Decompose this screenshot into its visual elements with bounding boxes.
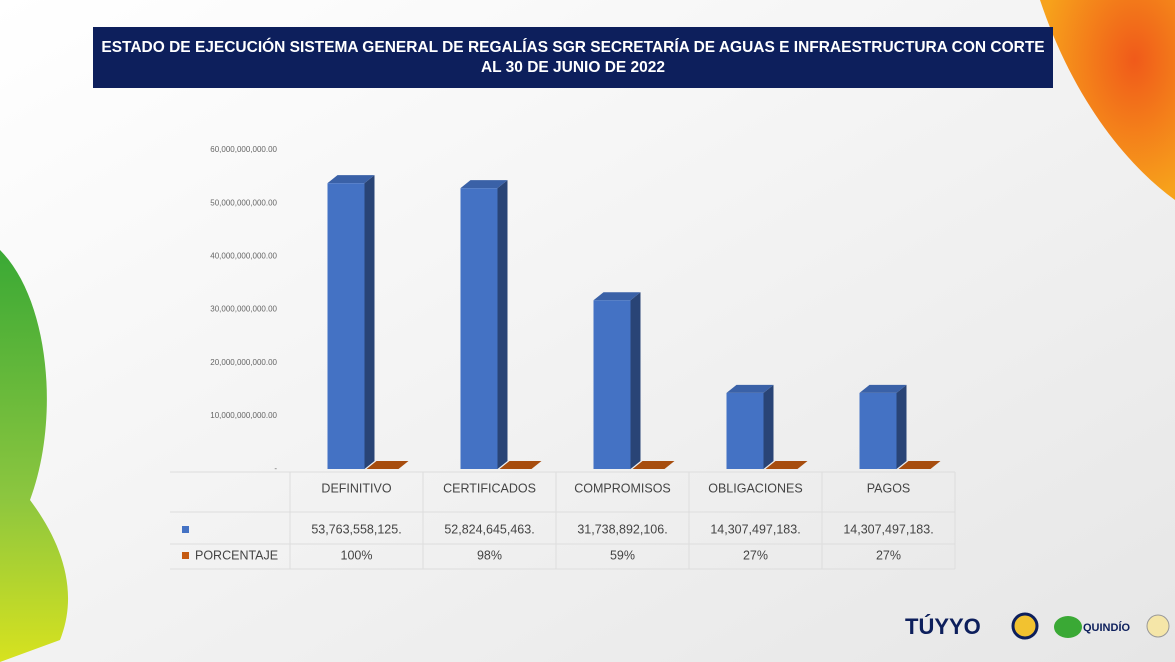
bar-side bbox=[497, 180, 508, 469]
bar-top bbox=[593, 292, 641, 301]
legend-swatch bbox=[182, 526, 189, 533]
bar bbox=[593, 300, 631, 469]
bar-side bbox=[896, 384, 907, 469]
bar-top bbox=[765, 461, 808, 469]
y-tick-label: 50,000,000,000.00 bbox=[210, 198, 277, 207]
logo-seal bbox=[1146, 614, 1170, 638]
data-label: 14,307,497,183. bbox=[710, 522, 800, 536]
bar bbox=[726, 392, 764, 469]
y-tick-label: 30,000,000,000.00 bbox=[210, 305, 277, 314]
data-label: 31,738,892,106. bbox=[577, 522, 667, 536]
y-tick-label: 10,000,000,000.00 bbox=[210, 411, 277, 420]
bar bbox=[460, 188, 498, 469]
bar-top bbox=[366, 461, 409, 469]
bar-top bbox=[726, 384, 774, 393]
y-tick-label: 40,000,000,000.00 bbox=[210, 251, 277, 260]
data-label: 100% bbox=[341, 548, 373, 562]
y-tick-label: - bbox=[274, 464, 277, 473]
x-tick-label: PAGOS bbox=[867, 481, 911, 495]
data-label: 14,307,497,183. bbox=[843, 522, 933, 536]
bar bbox=[859, 392, 897, 469]
legend-swatch bbox=[182, 552, 189, 559]
title-wrap: ESTADO DE EJECUCIÓN SISTEMA GENERAL DE R… bbox=[101, 39, 1045, 76]
bar bbox=[327, 183, 365, 469]
logos: TÚYYO QUINDÍO bbox=[905, 612, 1170, 640]
data-label: 53,763,558,125. bbox=[311, 522, 401, 536]
chart: - 10,000,000,000.00 20,000,000,000.00 30,00… bbox=[170, 145, 956, 570]
logo-text: TÚYYO bbox=[905, 614, 981, 639]
x-tick-label: COMPROMISOS bbox=[574, 481, 671, 495]
bar-side bbox=[763, 384, 774, 469]
bar-side bbox=[364, 175, 375, 469]
bar-top bbox=[898, 461, 941, 469]
x-tick-label: OBLIGACIONES bbox=[708, 481, 802, 495]
y-tick-label: 20,000,000,000.00 bbox=[210, 358, 277, 367]
x-tick-label: DEFINITIVO bbox=[321, 481, 391, 495]
bar-top bbox=[632, 461, 675, 469]
decor-green bbox=[0, 250, 69, 662]
data-label: 52,824,645,463. bbox=[444, 522, 534, 536]
logo-leaf bbox=[1054, 616, 1082, 638]
data-label: 59% bbox=[610, 548, 635, 562]
bar-top bbox=[859, 384, 907, 393]
data-label: 27% bbox=[876, 548, 901, 562]
title-box bbox=[93, 27, 1053, 88]
chart-title: ESTADO DE EJECUCIÓN SISTEMA GENERAL DE R… bbox=[101, 39, 1045, 76]
bar-side bbox=[630, 292, 641, 469]
decor-orange bbox=[1040, 0, 1175, 200]
bar-top bbox=[327, 175, 375, 184]
data-label: 98% bbox=[477, 548, 502, 562]
bar-top bbox=[499, 461, 542, 469]
x-tick-label: CERTIFICADOS bbox=[443, 481, 536, 495]
data-label: 27% bbox=[743, 548, 768, 562]
bar-top bbox=[460, 180, 508, 189]
legend-label: PORCENTAJE bbox=[195, 548, 278, 562]
logo-seal bbox=[1011, 612, 1039, 640]
y-tick-label: 60,000,000,000.00 bbox=[210, 145, 277, 154]
logo-text: QUINDÍO bbox=[1083, 621, 1131, 634]
